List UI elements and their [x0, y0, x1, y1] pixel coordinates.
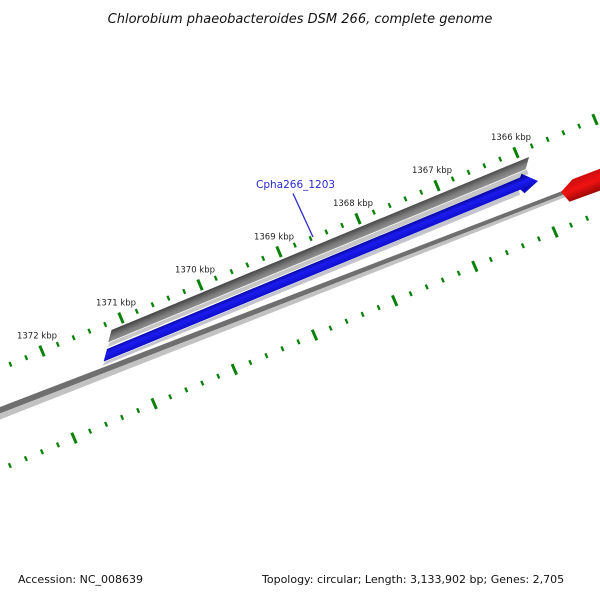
genome-stats-text: Topology: circular; Length: 3,133,902 bp…	[262, 573, 565, 586]
minor-tick	[213, 275, 218, 281]
minor-tick	[408, 291, 413, 297]
minor-tick	[166, 295, 171, 301]
minor-tick	[440, 277, 445, 283]
genome-title: Chlorobium phaeobacteroides DSM 266, com…	[107, 12, 493, 27]
minor-tick	[120, 414, 125, 421]
minor-tick	[134, 308, 139, 315]
backbone-band	[108, 157, 529, 343]
major-tick	[391, 294, 399, 307]
outer-tick-row: 1372 kbp 1371 kbp 1370 kbp 1369 kbp 1368 kbp…	[8, 113, 599, 367]
minor-tick	[529, 143, 534, 149]
minor-tick	[55, 442, 61, 448]
minor-tick	[216, 373, 221, 379]
major-tick	[354, 212, 362, 225]
major-tick	[275, 245, 283, 258]
minor-tick	[340, 222, 345, 229]
major-tick	[512, 146, 520, 159]
major-tick	[70, 432, 78, 444]
major-tick	[117, 312, 125, 324]
minor-tick	[403, 196, 408, 202]
minor-tick	[150, 301, 155, 308]
minor-tick	[168, 394, 173, 400]
minor-tick	[568, 222, 574, 228]
minor-tick	[71, 335, 76, 341]
minor-tick	[245, 262, 250, 268]
major-tick	[150, 397, 158, 410]
minor-tick	[292, 242, 297, 248]
tick-label: 1372 kbp	[17, 332, 57, 342]
tick-label: 1369 kbp	[254, 232, 294, 242]
minor-tick	[504, 249, 509, 256]
minor-tick	[482, 163, 487, 169]
major-tick	[310, 329, 319, 341]
minor-tick	[182, 288, 187, 295]
gene-arrow-blue	[103, 173, 538, 362]
minor-tick	[184, 387, 189, 393]
minor-tick	[360, 311, 365, 318]
minor-tick	[55, 341, 60, 348]
gene-arrow-blue-side	[102, 190, 520, 366]
minor-tick	[450, 176, 455, 182]
major-tick	[551, 226, 559, 238]
inner-ring-line-highlight	[0, 180, 600, 420]
major-tick	[471, 260, 479, 273]
minor-tick	[328, 325, 333, 331]
minor-tick	[376, 304, 381, 311]
gene-arrow-red	[561, 168, 600, 202]
minor-tick	[536, 236, 542, 242]
minor-tick	[419, 189, 424, 196]
minor-tick	[248, 359, 253, 366]
inner-tick-row	[7, 215, 590, 469]
gene-label-callout-line	[292, 193, 314, 238]
minor-tick	[103, 321, 108, 328]
minor-tick	[136, 407, 141, 414]
minor-tick	[23, 455, 28, 462]
minor-tick	[488, 256, 493, 263]
minor-tick	[344, 318, 349, 325]
minor-tick	[324, 229, 329, 235]
minor-tick	[424, 284, 429, 290]
minor-tick	[261, 255, 266, 262]
minor-tick	[7, 462, 12, 469]
minor-tick	[8, 361, 13, 367]
minor-tick	[87, 328, 92, 334]
minor-tick	[200, 380, 205, 386]
accession-text: Accession: NC_008639	[18, 573, 144, 586]
minor-tick	[456, 270, 461, 276]
gene-label: Cpha266_1203	[256, 179, 335, 191]
major-tick	[433, 179, 441, 192]
minor-tick	[229, 268, 234, 275]
minor-tick	[280, 345, 285, 352]
minor-tick	[39, 448, 44, 455]
minor-tick	[24, 354, 29, 361]
tick-label: 1366 kbp	[491, 133, 531, 143]
backbone-side	[108, 169, 529, 347]
major-tick	[196, 278, 204, 291]
minor-tick	[308, 235, 313, 242]
minor-tick	[371, 209, 376, 215]
minor-tick	[545, 136, 550, 143]
minor-tick	[387, 202, 392, 209]
minor-tick	[87, 428, 93, 434]
tick-label: 1367 kbp	[412, 166, 452, 176]
major-tick	[591, 113, 599, 126]
minor-tick	[520, 242, 525, 249]
major-tick	[230, 363, 238, 376]
minor-tick	[104, 421, 109, 428]
minor-tick	[296, 339, 301, 345]
minor-tick	[466, 169, 471, 176]
minor-tick	[585, 215, 590, 222]
minor-tick	[577, 123, 582, 129]
major-tick	[38, 345, 46, 357]
inner-ring-line	[0, 176, 600, 414]
minor-tick	[264, 352, 269, 359]
tick-label: 1370 kbp	[175, 265, 215, 275]
tick-label: 1371 kbp	[96, 298, 136, 308]
minor-tick	[561, 129, 566, 136]
minor-tick	[498, 156, 503, 162]
tick-label: 1368 kbp	[333, 199, 373, 209]
